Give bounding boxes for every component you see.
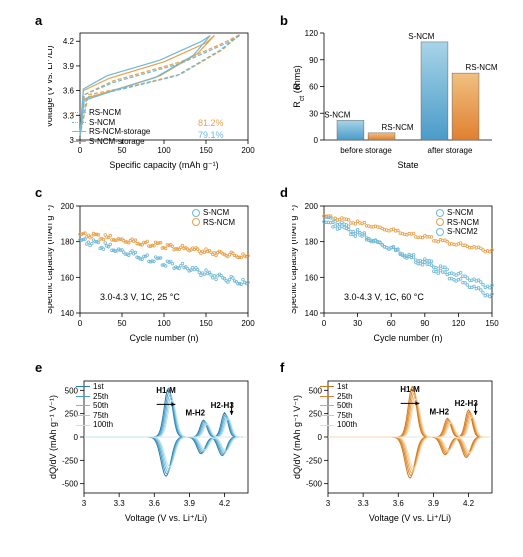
svg-text:200: 200 [61, 202, 75, 211]
svg-text:0: 0 [78, 319, 83, 328]
svg-text:50: 50 [118, 146, 127, 155]
svg-text:3.9: 3.9 [63, 62, 75, 71]
panel-label-b: b [280, 13, 288, 28]
svg-text:100: 100 [157, 319, 171, 328]
chart-b: 0306090120RRct (ohms)before storageafter… [292, 25, 502, 175]
svg-text:-250: -250 [62, 456, 79, 465]
svg-text:0: 0 [74, 433, 79, 442]
svg-text:-250: -250 [306, 456, 323, 465]
svg-text:dQ/dV (mAh g⁻¹ V⁻¹): dQ/dV (mAh g⁻¹ V⁻¹) [48, 395, 58, 479]
svg-text:H2-H3: H2-H3 [455, 399, 479, 408]
svg-text:4.2: 4.2 [63, 37, 75, 46]
svg-text:160: 160 [305, 273, 319, 282]
legend-a: RS-NCMS-NCMRS-NCM-storageS-NCM-storage [72, 108, 150, 146]
svg-text:60: 60 [387, 319, 396, 328]
svg-text:200: 200 [305, 202, 319, 211]
svg-text:0: 0 [314, 136, 319, 145]
svg-text:140: 140 [61, 309, 75, 318]
panel-label-c: c [35, 185, 42, 200]
svg-text:Specific capacity (mAh g⁻¹): Specific capacity (mAh g⁻¹) [109, 160, 218, 170]
annot-a-1: 81.2% [198, 118, 224, 128]
svg-text:M-H2: M-H2 [430, 408, 450, 417]
svg-text:dQ/dV (mAh g⁻¹ V⁻¹): dQ/dV (mAh g⁻¹ V⁻¹) [292, 395, 302, 479]
svg-text:0: 0 [78, 146, 83, 155]
svg-text:Specific capacity (mAh g⁻¹): Specific capacity (mAh g⁻¹) [292, 205, 298, 314]
svg-text:180: 180 [305, 238, 319, 247]
svg-text:-500: -500 [62, 480, 79, 489]
svg-text:3: 3 [326, 499, 331, 508]
svg-text:RS-NCM: RS-NCM [382, 123, 414, 132]
svg-text:0: 0 [318, 433, 323, 442]
svg-text:Specific capacity (mAh g⁻¹): Specific capacity (mAh g⁻¹) [48, 205, 54, 314]
svg-text:150: 150 [199, 146, 213, 155]
svg-text:Rct (ohms): Rct (ohms) [292, 65, 306, 107]
svg-text:Voltage (V vs. Li⁺/Li): Voltage (V vs. Li⁺/Li) [48, 45, 54, 127]
svg-text:150: 150 [485, 319, 499, 328]
svg-text:3.9: 3.9 [184, 499, 196, 508]
svg-text:180: 180 [61, 238, 75, 247]
panel-label-d: d [280, 185, 288, 200]
svg-text:RS-NCM: RS-NCM [466, 63, 498, 72]
svg-text:50: 50 [118, 319, 127, 328]
panel-label-a: a [35, 13, 42, 28]
legend-d: S-NCMRS-NCMS-NCM2 [436, 208, 479, 237]
svg-text:3.6: 3.6 [393, 499, 405, 508]
svg-text:Voltage (V vs. Li⁺/Li): Voltage (V vs. Li⁺/Li) [369, 513, 451, 523]
svg-text:State: State [397, 160, 418, 170]
svg-text:3.3: 3.3 [114, 499, 126, 508]
svg-text:H1-M: H1-M [400, 385, 420, 394]
legend-e: 1st25th50th75th100th [76, 382, 113, 430]
note-d: 3.0-4.3 V, 1C, 60 °C [344, 292, 424, 302]
svg-text:120: 120 [305, 29, 319, 38]
svg-text:S-NCM: S-NCM [408, 32, 435, 41]
svg-text:90: 90 [309, 56, 318, 65]
svg-text:120: 120 [452, 319, 466, 328]
note-c: 3.0-4.3 V, 1C, 25 °C [100, 292, 180, 302]
svg-text:3.9: 3.9 [428, 499, 440, 508]
svg-text:90: 90 [420, 319, 429, 328]
svg-text:150: 150 [199, 319, 213, 328]
svg-text:30: 30 [353, 319, 362, 328]
svg-text:140: 140 [305, 309, 319, 318]
svg-text:3.6: 3.6 [149, 499, 161, 508]
svg-text:100: 100 [157, 146, 171, 155]
annot-a-2: 79.1% [198, 130, 224, 140]
svg-text:200: 200 [241, 319, 255, 328]
svg-text:0: 0 [322, 319, 327, 328]
svg-text:30: 30 [309, 109, 318, 118]
panel-label-e: e [35, 360, 42, 375]
svg-text:200: 200 [241, 146, 255, 155]
svg-text:S-NCM: S-NCM [324, 110, 351, 119]
chart-a: 05010015020033.33.63.94.2Specific capaci… [48, 25, 258, 175]
svg-text:4.2: 4.2 [463, 499, 475, 508]
svg-text:160: 160 [61, 273, 75, 282]
svg-text:H1-M: H1-M [156, 386, 176, 395]
svg-text:Voltage (V vs. Li⁺/Li): Voltage (V vs. Li⁺/Li) [125, 513, 207, 523]
svg-text:before storage: before storage [340, 146, 392, 155]
svg-text:M-H2: M-H2 [186, 409, 206, 418]
svg-text:Cycle number (n): Cycle number (n) [129, 333, 198, 343]
svg-text:3.6: 3.6 [63, 87, 75, 96]
legend-f: 1st25th50th75th100th [320, 382, 357, 430]
panel-label-f: f [280, 360, 284, 375]
svg-text:3: 3 [82, 499, 87, 508]
svg-text:4.2: 4.2 [219, 499, 231, 508]
svg-text:-500: -500 [306, 480, 323, 489]
svg-text:Cycle number (n): Cycle number (n) [373, 333, 442, 343]
svg-text:60: 60 [309, 83, 318, 92]
legend-c: S-NCMRS-NCM [192, 208, 235, 227]
svg-text:after storage: after storage [428, 146, 473, 155]
svg-text:3.3: 3.3 [358, 499, 370, 508]
svg-text:H2-H3: H2-H3 [211, 401, 235, 410]
